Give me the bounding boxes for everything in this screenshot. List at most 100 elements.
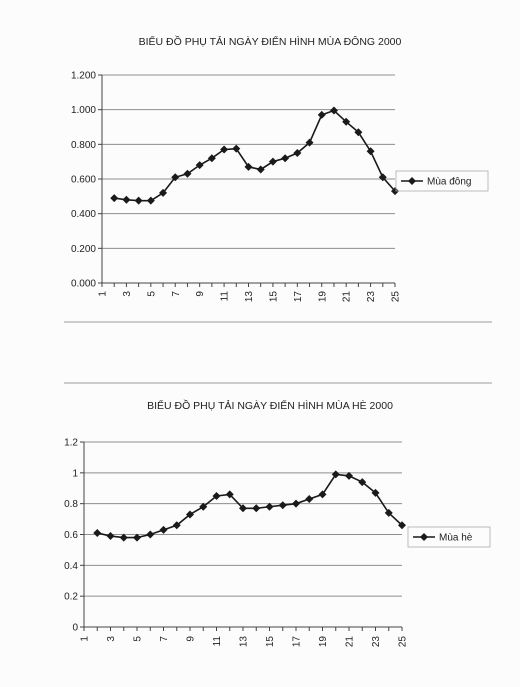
data-point (268, 157, 277, 166)
data-point (358, 478, 367, 487)
data-point (220, 145, 229, 154)
data-point (318, 490, 327, 499)
x-tick-label: 13 (239, 636, 250, 648)
x-tick-label: 1 (80, 636, 91, 642)
x-tick-label: 17 (293, 291, 304, 303)
x-tick-label: 3 (106, 636, 117, 642)
x-tick-label: 11 (220, 291, 231, 302)
data-point (345, 471, 353, 480)
data-point (329, 106, 338, 115)
data-point (293, 149, 302, 157)
data-point (239, 504, 247, 513)
legend-marker (408, 177, 416, 185)
x-tick-label: 1 (98, 291, 109, 297)
x-tick-label: 3 (122, 291, 133, 297)
x-tick-label: 5 (146, 291, 157, 297)
data-point (172, 521, 181, 530)
series-line (97, 473, 403, 539)
x-tick-label: 17 (292, 636, 303, 648)
data-point (225, 490, 234, 499)
data-point (133, 533, 141, 542)
x-tick-label: 5 (133, 636, 144, 642)
y-tick-label: 0.6 (64, 530, 78, 541)
data-point (110, 194, 119, 203)
data-point (384, 508, 393, 517)
x-tick-label: 15 (265, 636, 276, 648)
legend-label: Mùa đông (427, 177, 471, 188)
data-point (183, 169, 192, 178)
chart-1: BIỂU ĐỒ PHỤ TẢI NGÀY ĐIỂN HÌNH MÙA ĐÔNG … (64, 35, 492, 323)
x-tick-label: 7 (159, 636, 170, 642)
x-tick-label: 23 (371, 636, 382, 648)
x-tick-label: 9 (186, 636, 197, 642)
y-tick-label: 1 (72, 468, 78, 479)
y-tick-label: 0.600 (71, 175, 96, 186)
y-tick-label: 0.200 (71, 244, 96, 255)
chart-title: BIỂU ĐỒ PHỤ TẢI NGÀY ĐIỂN HÌNH MÙA HÈ 20… (147, 399, 393, 412)
legend-marker (420, 533, 428, 541)
data-point (278, 501, 287, 510)
y-tick-label: 0.800 (71, 140, 96, 151)
x-tick-label: 7 (171, 291, 182, 297)
x-tick-label: 25 (398, 636, 409, 648)
data-point (378, 173, 387, 182)
legend-box (407, 526, 491, 548)
data-point (391, 187, 399, 196)
data-point (146, 530, 155, 539)
data-point (256, 165, 265, 174)
data-point (244, 162, 253, 171)
x-tick-label: 9 (195, 291, 206, 297)
data-point (232, 144, 241, 153)
y-tick-label: 1.2 (64, 438, 78, 449)
data-point (342, 117, 351, 126)
data-point (305, 138, 314, 147)
data-point (159, 188, 168, 197)
data-point (398, 521, 406, 530)
legend-label: Mùa hè (439, 533, 473, 544)
data-point (106, 532, 115, 541)
data-point (354, 128, 363, 137)
data-point (122, 195, 131, 204)
data-point (134, 196, 143, 205)
data-point (195, 161, 204, 170)
data-point (186, 510, 194, 519)
data-point (159, 525, 168, 534)
data-point (305, 495, 314, 504)
x-tick-label: 19 (317, 291, 328, 303)
data-point (199, 502, 208, 511)
data-point (119, 533, 128, 542)
y-tick-label: 0.000 (71, 279, 96, 290)
data-point (171, 173, 180, 182)
data-point (317, 110, 326, 119)
y-tick-label: 0.400 (71, 209, 96, 220)
chart-2: BIỂU ĐỒ PHỤ TẢI NGÀY ĐIỂN HÌNH MÙA HÈ 20… (64, 382, 492, 648)
data-point (207, 154, 216, 163)
x-tick-label: 19 (318, 636, 329, 648)
data-point (281, 154, 290, 163)
x-tick-label: 25 (391, 291, 402, 303)
legend-box (395, 170, 489, 192)
y-tick-label: 1.000 (71, 105, 96, 116)
data-point (265, 502, 274, 511)
x-tick-label: 11 (212, 636, 223, 647)
x-tick-label: 23 (366, 291, 377, 303)
data-point (93, 528, 102, 537)
y-tick-label: 1.200 (71, 71, 96, 82)
data-point (292, 499, 300, 508)
x-tick-label: 13 (244, 291, 255, 303)
x-tick-label: 21 (342, 291, 353, 303)
data-point (212, 491, 221, 500)
series-line (114, 109, 396, 202)
x-tick-label: 21 (345, 636, 356, 648)
y-tick-label: 0 (72, 623, 78, 634)
x-tick-label: 15 (268, 291, 279, 303)
chart-title: BIỂU ĐỒ PHỤ TẢI NGÀY ĐIỂN HÌNH MÙA ĐÔNG … (139, 35, 402, 48)
data-point (371, 488, 380, 497)
data-point (331, 470, 340, 479)
y-tick-label: 0.4 (64, 561, 78, 572)
data-point (252, 504, 261, 513)
data-point (146, 196, 155, 205)
y-tick-label: 0.2 (64, 592, 78, 603)
